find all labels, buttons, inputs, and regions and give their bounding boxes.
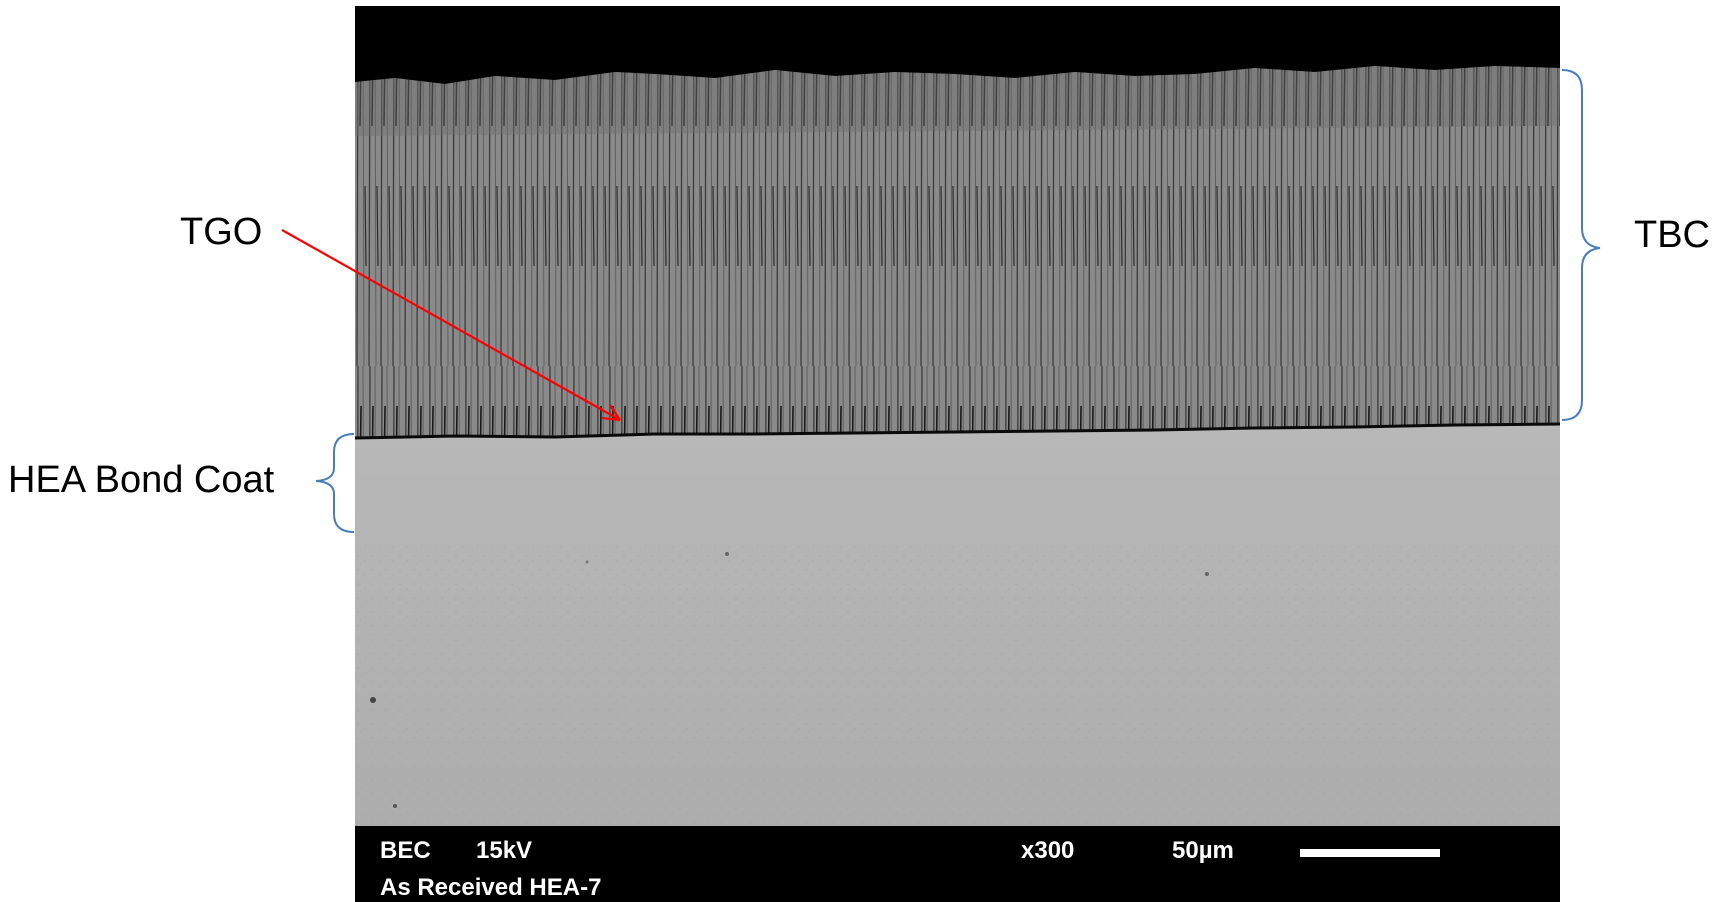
bond-coat-label: HEA Bond Coat [8,459,275,501]
tbc-label: TBC [1634,214,1710,256]
substrate-texture [355,546,1560,826]
tbc-layer [355,66,1560,438]
tgo-label: TGO [180,211,263,253]
tbc-bracket [1561,69,1601,421]
detector-mode-label: BEC [380,837,431,864]
tgo-interface [355,422,1560,440]
scale-bar [1300,849,1440,857]
scale-bar-label: 50µm [1172,837,1234,864]
magnification-label: x300 [1021,837,1075,864]
bond-coat-bracket [315,433,355,533]
voltage-label: 15kV [476,837,533,864]
tbc-shading [355,66,1560,136]
sample-name-label: As Received HEA-7 [380,874,602,901]
databar-background [355,826,1560,902]
sem-micrograph [355,6,1560,902]
